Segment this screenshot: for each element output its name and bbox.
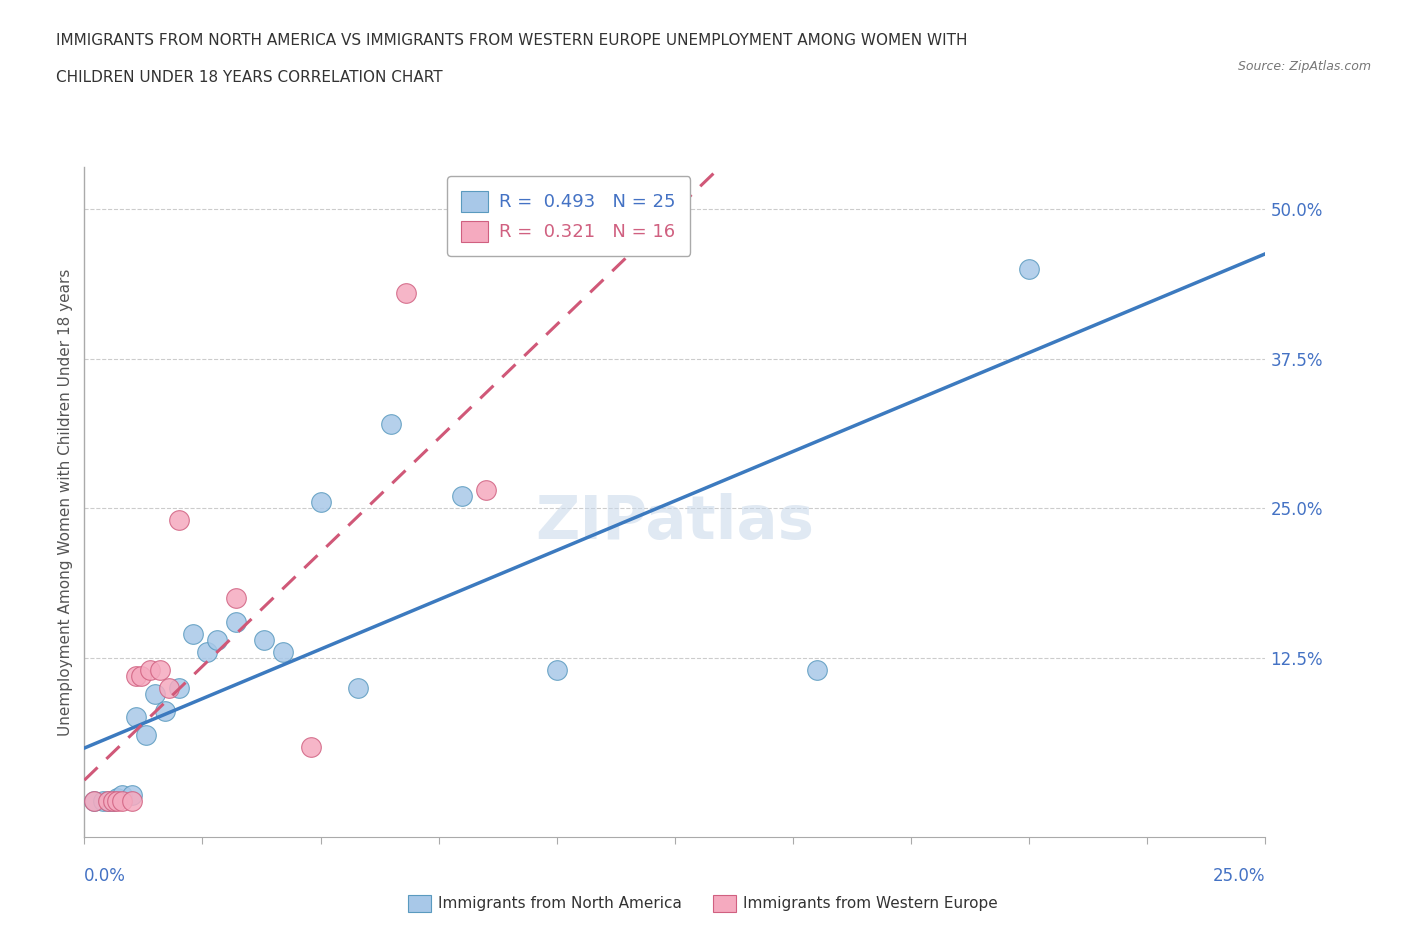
- Point: [253, 632, 276, 647]
- Point: [135, 728, 157, 743]
- Legend: Immigrants from North America, Immigrants from Western Europe: Immigrants from North America, Immigrant…: [402, 889, 1004, 918]
- Legend: R =  0.493   N = 25, R =  0.321   N = 16: R = 0.493 N = 25, R = 0.321 N = 16: [447, 177, 690, 256]
- Point: [125, 668, 148, 683]
- Text: IMMIGRANTS FROM NORTH AMERICA VS IMMIGRANTS FROM WESTERN EUROPE UNEMPLOYMENT AMO: IMMIGRANTS FROM NORTH AMERICA VS IMMIGRA…: [56, 33, 967, 47]
- Point: [394, 286, 416, 300]
- Point: [107, 793, 129, 808]
- Point: [83, 793, 105, 808]
- Point: [225, 591, 247, 605]
- Point: [107, 790, 129, 805]
- Point: [121, 793, 143, 808]
- Point: [111, 788, 134, 803]
- Point: [205, 632, 228, 647]
- Point: [806, 662, 828, 677]
- Point: [1018, 261, 1040, 276]
- Point: [271, 644, 294, 659]
- Point: [129, 668, 152, 683]
- Point: [97, 793, 120, 808]
- Point: [546, 662, 568, 677]
- Point: [125, 710, 148, 724]
- Point: [347, 680, 370, 695]
- Text: Source: ZipAtlas.com: Source: ZipAtlas.com: [1237, 60, 1371, 73]
- Point: [101, 793, 124, 808]
- Point: [225, 615, 247, 630]
- Point: [143, 686, 166, 701]
- Point: [121, 788, 143, 803]
- Point: [167, 512, 190, 527]
- Point: [149, 662, 172, 677]
- Text: ZIPatlas: ZIPatlas: [536, 493, 814, 551]
- Point: [101, 793, 124, 808]
- Text: 0.0%: 0.0%: [84, 867, 127, 884]
- Point: [97, 793, 120, 808]
- Point: [83, 793, 105, 808]
- Point: [167, 680, 190, 695]
- Point: [195, 644, 218, 659]
- Point: [111, 793, 134, 808]
- Point: [475, 483, 498, 498]
- Point: [157, 680, 180, 695]
- Point: [451, 489, 474, 504]
- Point: [309, 495, 332, 510]
- Point: [299, 740, 322, 755]
- Point: [91, 793, 114, 808]
- Point: [181, 626, 204, 641]
- Y-axis label: Unemployment Among Women with Children Under 18 years: Unemployment Among Women with Children U…: [58, 269, 73, 736]
- Point: [380, 417, 402, 432]
- Text: 25.0%: 25.0%: [1213, 867, 1265, 884]
- Point: [153, 704, 176, 719]
- Text: CHILDREN UNDER 18 YEARS CORRELATION CHART: CHILDREN UNDER 18 YEARS CORRELATION CHAR…: [56, 70, 443, 85]
- Point: [139, 662, 162, 677]
